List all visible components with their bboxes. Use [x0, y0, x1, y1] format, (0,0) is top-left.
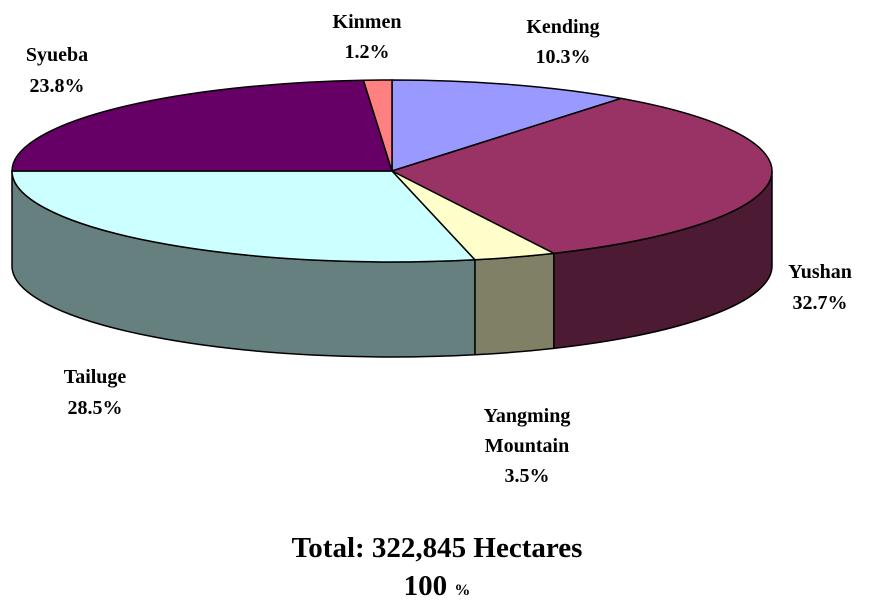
slice-value-label: 1.2% [344, 41, 390, 63]
total-percent-value: 100 [403, 570, 448, 602]
total-label: Total: 322,845 Hectares [291, 532, 583, 564]
total-percent-unit: % [454, 582, 471, 599]
slice-value-label: 10.3% [535, 46, 591, 68]
slice-label: Tailuge [63, 366, 127, 388]
slice [11, 79, 394, 172]
slice-label: Kinmen [332, 11, 402, 33]
slice-value-label: 23.8% [29, 75, 85, 97]
slice-value-label: 32.7% [792, 292, 848, 314]
slice-value-label: 28.5% [67, 397, 123, 419]
slice-side [474, 252, 555, 356]
slice-label: Syueba [25, 44, 89, 66]
slice-label: Yushan [788, 261, 852, 283]
total-percent: 100 % [0, 570, 874, 603]
slice-label: Yangming Mountain [483, 405, 571, 457]
slice [391, 79, 622, 173]
slice [362, 79, 393, 172]
slice [11, 170, 477, 263]
slice-value-label: 3.5% [504, 465, 550, 487]
slice-label: Kending [526, 16, 600, 38]
slice [390, 97, 773, 255]
